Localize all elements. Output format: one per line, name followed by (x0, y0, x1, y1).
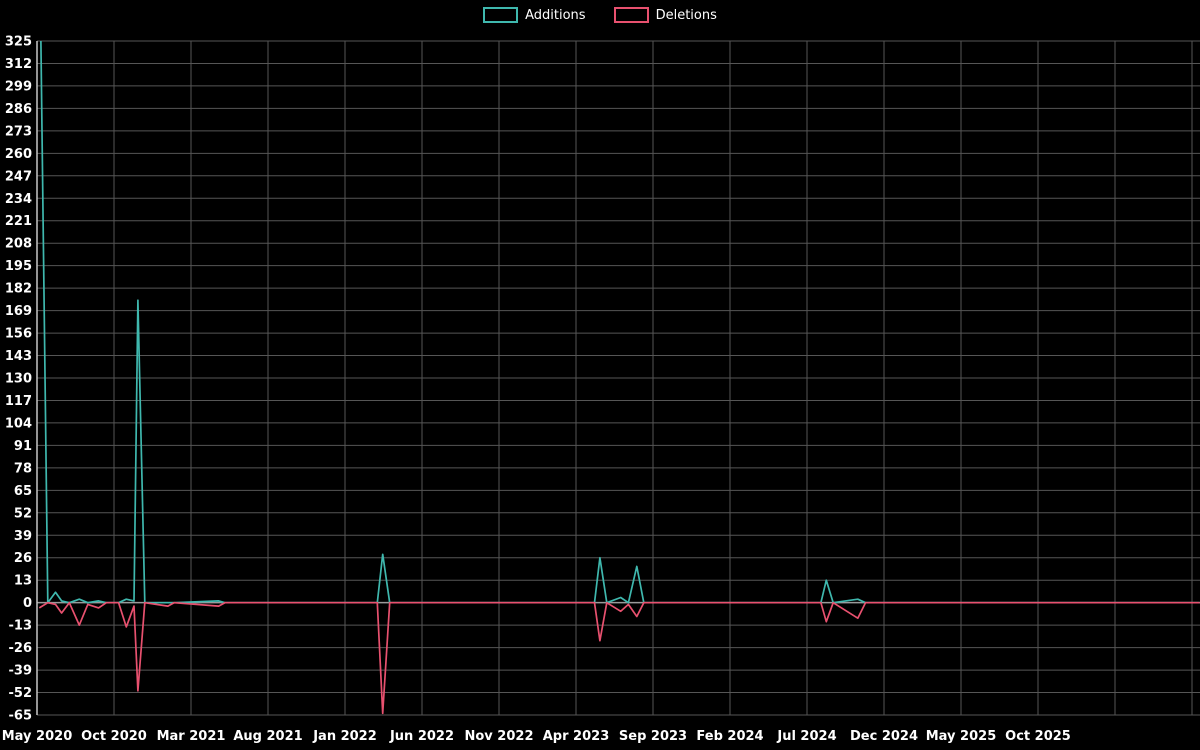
x-tick-label: Mar 2021 (157, 729, 226, 744)
y-tick-label: 143 (5, 349, 32, 364)
x-tick-label: Jun 2022 (389, 729, 454, 744)
y-tick-label: 39 (14, 529, 32, 544)
y-tick-label: 273 (5, 124, 32, 139)
y-tick-label: -65 (9, 709, 33, 724)
x-tick-label: Oct 2025 (1005, 729, 1071, 744)
y-tick-label: 65 (14, 484, 32, 499)
y-tick-label: -39 (9, 664, 33, 679)
series-line-deletions (38, 601, 1200, 715)
y-tick-label: 234 (5, 192, 32, 207)
x-tick-label: Sep 2023 (619, 729, 687, 744)
x-tick-label: Nov 2022 (465, 729, 534, 744)
x-tick-label: Jan 2022 (312, 729, 377, 744)
x-tick-label: Jul 2024 (776, 729, 836, 744)
y-tick-label: 78 (14, 461, 32, 476)
y-tick-label: 169 (5, 304, 32, 319)
y-tick-label: -52 (9, 686, 33, 701)
y-tick-label: 52 (14, 506, 32, 521)
y-tick-label: 0 (23, 596, 32, 611)
chart-legend: Additions Deletions (0, 7, 1200, 23)
x-tick-label: May 2025 (926, 729, 997, 744)
y-tick-label: 13 (14, 574, 32, 589)
y-tick-label: 286 (5, 102, 32, 117)
deletions-swatch-icon (613, 7, 649, 23)
y-tick-label: 104 (5, 416, 32, 431)
y-tick-label: 156 (5, 327, 32, 342)
y-tick-label: 91 (14, 439, 32, 454)
y-tick-label: 260 (5, 147, 32, 162)
x-tick-label: Feb 2024 (696, 729, 763, 744)
y-tick-label: 208 (5, 237, 32, 252)
y-tick-label: 130 (5, 372, 32, 387)
y-tick-label: 299 (5, 79, 32, 94)
additions-swatch-icon (483, 7, 519, 23)
x-tick-label: Dec 2024 (850, 729, 918, 744)
legend-label-deletions: Deletions (655, 7, 717, 23)
y-tick-label: 325 (5, 35, 32, 50)
y-tick-label: 312 (5, 57, 32, 72)
legend-label-additions: Additions (525, 7, 586, 23)
y-tick-label: 195 (5, 259, 32, 274)
x-tick-label: Aug 2021 (233, 729, 302, 744)
y-tick-label: -13 (9, 619, 33, 634)
legend-item-additions[interactable]: Additions (483, 7, 586, 23)
y-tick-label: 26 (14, 551, 32, 566)
y-tick-label: 117 (5, 394, 32, 409)
y-tick-label: 247 (5, 169, 32, 184)
x-tick-label: Apr 2023 (543, 729, 610, 744)
x-tick-label: Oct 2020 (81, 729, 147, 744)
legend-item-deletions[interactable]: Deletions (613, 7, 717, 23)
x-tick-label: May 2020 (2, 729, 73, 744)
y-tick-label: 182 (5, 282, 32, 297)
y-tick-label: 221 (5, 214, 32, 229)
series-line-additions (40, 41, 1200, 604)
y-tick-label: -26 (9, 641, 33, 656)
